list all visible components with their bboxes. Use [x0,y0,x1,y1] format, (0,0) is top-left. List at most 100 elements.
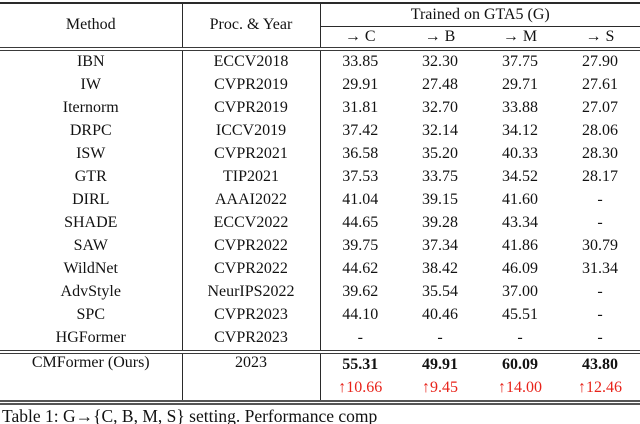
method-cell: IW [0,74,183,97]
score-cell: 30.79 [582,237,618,255]
score-cell: 28.06 [582,122,618,140]
score-cell: 33.75 [422,168,458,186]
col-header-to-s: → S [560,26,640,51]
venue-cell: CVPR2019 [182,97,321,120]
venue-cell: CVPR2023 [182,304,321,327]
venue-cell: ECCV2018 [182,49,321,74]
score-cell: 28.30 [582,145,618,163]
score-cell: 32.70 [422,99,458,117]
score-cell: 46.09 [502,260,538,278]
score-cell: 33.85 [342,53,379,71]
score-cell: 35.54 [422,283,458,301]
score-cell: 32.30 [422,53,458,71]
score-cell: - [437,329,443,347]
gain-cell: ↑14.00 [480,377,560,405]
score-cell: - [357,329,363,347]
score-cell: 41.86 [502,237,538,255]
method-cell: SAW [0,235,183,258]
score-cell: 29.71 [502,76,538,94]
score-cell: 37.75 [502,53,538,71]
score-cell-ours: 55.31 [320,350,400,377]
score-cell: - [597,283,603,301]
venue-cell: CVPR2022 [182,235,321,258]
table-row: ISW CVPR2021 36.58 35.20 40.33 28.30 [0,143,640,166]
score-cell: - [597,214,603,232]
method-cell: WildNet [0,258,183,281]
method-cell: DIRL [0,189,183,212]
score-cell: 44.65 [342,214,379,232]
venue-cell: NeurIPS2022 [182,281,321,304]
method-cell: HGFormer [0,327,183,352]
table-row: IW CVPR2019 29.91 27.48 29.71 27.61 [0,74,640,97]
venue-cell: ICCV2019 [182,120,321,143]
score-cell: 37.00 [502,283,538,301]
table-row: WildNet CVPR2022 44.62 38.42 46.09 31.34 [0,258,640,281]
table-row: AdvStyle NeurIPS2022 39.62 35.54 37.00 - [0,281,640,304]
table-row-gains: ↑10.66 ↑9.45 ↑14.00 ↑12.46 [0,377,640,405]
venue-cell-ours: 2023 [182,350,321,405]
col-header-to-c: → C [320,26,400,51]
score-cell: 39.15 [422,191,458,209]
score-cell: 27.61 [582,76,618,94]
score-cell: 38.42 [422,260,458,278]
table-row: Iternorm CVPR2019 31.81 32.70 33.88 27.0… [0,97,640,120]
venue-cell: CVPR2019 [182,74,321,97]
score-cell: 37.42 [342,122,379,140]
venue-cell: CVPR2023 [182,327,321,352]
gain-cell: ↑12.46 [560,377,640,405]
score-cell: 37.53 [342,168,379,186]
header-row-targets: → C → B → M → S [0,26,640,51]
score-cell: 40.46 [422,306,458,324]
method-cell: ISW [0,143,183,166]
method-cell: IBN [0,49,183,74]
col-header-to-m: → M [480,26,560,51]
table-row-ours: CMFormer (Ours) 2023 55.31 49.91 60.09 4… [0,350,640,405]
header-row-group: Method Proc. & Year Trained on GTA5 (G) [0,2,640,51]
table-row: SPC CVPR2023 44.10 40.46 45.51 - [0,304,640,327]
table-row: GTR TIP2021 37.53 33.75 34.52 28.17 [0,166,640,189]
score-cell: 31.34 [582,260,618,278]
score-cell: 41.04 [342,191,379,209]
score-cell: 44.10 [342,306,379,324]
venue-cell: ECCV2022 [182,212,321,235]
col-header-to-b: → B [400,26,480,51]
score-cell: 32.14 [422,122,458,140]
method-cell: SHADE [0,212,183,235]
score-cell: - [517,329,523,347]
score-cell: 27.07 [582,99,618,117]
method-cell: DRPC [0,120,183,143]
score-cell: 27.48 [422,76,458,94]
results-table: Method Proc. & Year Trained on GTA5 (G) … [0,2,640,405]
score-cell: 41.60 [502,191,538,209]
col-header-method: Method [0,2,183,51]
venue-cell: AAAI2022 [182,189,321,212]
score-cell: - [597,329,603,347]
score-cell: 39.62 [342,283,379,301]
score-cell: 35.20 [422,145,458,163]
score-cell: 31.81 [342,99,379,117]
score-cell: 34.52 [502,168,538,186]
table-row: IBN ECCV2018 33.85 32.30 37.75 27.90 [0,49,640,74]
score-cell-ours: 49.91 [400,350,480,377]
gain-cell: ↑9.45 [400,377,480,405]
table-row: DIRL AAAI2022 41.04 39.15 41.60 - [0,189,640,212]
score-cell: 27.90 [582,53,618,71]
venue-cell: TIP2021 [182,166,321,189]
score-cell: 28.17 [582,168,618,186]
score-cell-ours: 60.09 [480,350,560,377]
method-cell-ours: CMFormer (Ours) [0,350,183,405]
score-cell: 39.28 [422,214,458,232]
score-cell: 36.58 [342,145,379,163]
method-cell: GTR [0,166,183,189]
table-row: SAW CVPR2022 39.75 37.34 41.86 30.79 [0,235,640,258]
table-row: SHADE ECCV2022 44.65 39.28 43.34 - [0,212,640,235]
method-cell: SPC [0,304,183,327]
score-cell: 40.33 [502,145,538,163]
score-cell: 34.12 [502,122,538,140]
score-cell: 45.51 [502,306,538,324]
score-cell: 44.62 [342,260,379,278]
method-cell: Iternorm [0,97,183,120]
method-cell: AdvStyle [0,281,183,304]
col-header-trained-on: Trained on GTA5 (G) [320,2,640,27]
